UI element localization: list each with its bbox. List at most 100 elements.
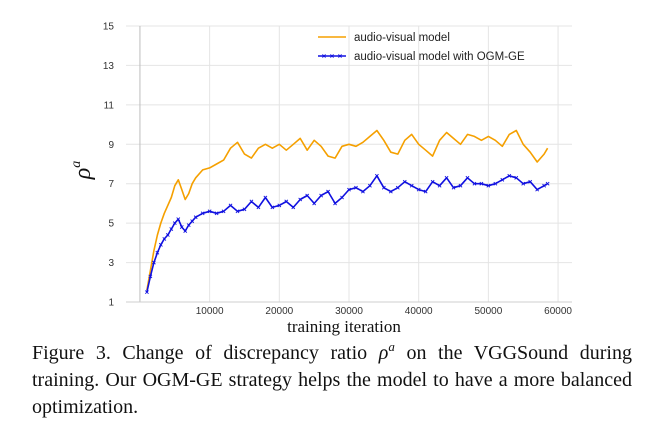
series-2-point — [333, 201, 337, 206]
series-2-point — [347, 187, 351, 192]
caption-suffix: on the VGGSound during training. Our OGM… — [32, 342, 632, 418]
series-2-point — [158, 242, 163, 247]
series-2-point — [395, 185, 400, 190]
caption-rho-superscript: a — [388, 339, 395, 354]
series-2-point — [291, 205, 296, 210]
legend-marker-2 — [322, 54, 326, 58]
series-2-point — [312, 201, 317, 206]
x-tick-label: 30000 — [335, 306, 363, 317]
series-2-point — [298, 197, 303, 202]
figure-caption: Figure 3. Change of discrepancy ratio ρa… — [32, 340, 632, 421]
series-2-point — [535, 187, 540, 192]
series-2-point — [305, 193, 310, 198]
legend-marker-2 — [330, 54, 334, 58]
caption-prefix: Figure 3. Change of discrepancy ratio — [32, 342, 379, 364]
series-2-point — [423, 189, 428, 194]
series-2-point — [402, 179, 407, 184]
series-2-point — [381, 185, 386, 190]
y-tick-label: 15 — [103, 22, 115, 33]
x-axis-label: training iteration — [287, 317, 401, 336]
series-2-point — [200, 211, 205, 216]
series-2-point — [263, 195, 268, 200]
series-2-point — [416, 187, 421, 192]
series-2-point — [361, 189, 365, 194]
y-tick-label: 5 — [108, 219, 114, 230]
x-tick-label: 50000 — [474, 306, 502, 317]
caption-rho: ρ — [378, 342, 389, 364]
series-2-point — [514, 175, 519, 180]
series-2-point — [176, 217, 181, 222]
series-2-point — [277, 203, 282, 208]
series-2-point — [507, 173, 512, 178]
y-tick-label: 1 — [108, 298, 114, 309]
legend-label-1: audio-visual model — [354, 32, 450, 44]
series-2-point — [162, 236, 167, 241]
legend: audio-visual model audio-visual model wit… — [318, 32, 525, 63]
series-2-point — [221, 209, 226, 214]
line-chart: 10000 20000 30000 40000 50000 60000 135791113… — [69, 22, 573, 337]
series-2-point — [528, 179, 533, 184]
series-2-point — [319, 193, 324, 198]
series-2-point — [458, 183, 463, 188]
series-2-point — [193, 215, 198, 220]
y-axis-label: ρa — [69, 161, 96, 181]
series-2-point — [521, 181, 526, 186]
y-tick-label: 9 — [108, 140, 114, 151]
series-2-point — [486, 183, 491, 188]
series-2-point — [444, 175, 449, 180]
series-2-point — [340, 195, 344, 200]
series-2-point — [144, 290, 149, 295]
series-2-point — [183, 229, 188, 233]
series-2-point — [186, 223, 191, 228]
series-lines — [144, 129, 550, 295]
series-2-point — [354, 185, 358, 190]
series-2-point — [472, 181, 477, 186]
series-2-point — [172, 221, 177, 226]
x-tick-label: 10000 — [196, 306, 224, 317]
series-2-point — [367, 183, 372, 188]
series-2-point — [430, 179, 435, 184]
series-2-point — [256, 205, 261, 210]
series-2-point — [493, 181, 498, 186]
y-tick-label: 7 — [108, 179, 114, 190]
y-tick-label: 3 — [108, 258, 114, 269]
series-2-point — [179, 225, 184, 230]
series-2-point — [242, 207, 247, 212]
x-tick-label: 20000 — [265, 306, 293, 317]
series-2-point — [479, 181, 484, 186]
series-2-point — [451, 185, 456, 190]
y-axis-label-symbol: ρ — [70, 168, 96, 181]
series-2-point — [270, 205, 275, 210]
y-tick-label: 11 — [104, 100, 115, 111]
series-2-point — [228, 203, 233, 208]
series-2-point — [326, 189, 331, 194]
series-2-point — [374, 173, 379, 178]
y-axis-label-superscript: a — [69, 161, 84, 168]
series-2-point — [409, 183, 414, 188]
series-2-point — [169, 227, 174, 231]
legend-marker-2 — [338, 54, 342, 58]
series-2-point — [235, 209, 240, 214]
series-2-point — [249, 199, 254, 204]
series-2-point — [437, 183, 442, 188]
y-tick-label: 13 — [103, 61, 115, 72]
series-2-point — [151, 260, 156, 265]
x-tick-label: 40000 — [405, 306, 433, 317]
series-2-point — [284, 199, 289, 204]
series-2-point — [545, 181, 550, 186]
series-line-1 — [146, 129, 549, 291]
series-2-point — [214, 211, 219, 216]
series-2-point — [542, 183, 547, 188]
legend-label-2: audio-visual model with OGM-GE — [354, 51, 525, 63]
series-2-point — [500, 177, 505, 182]
series-2-point — [165, 233, 170, 237]
series-2-point — [207, 209, 212, 214]
series-2-point — [388, 189, 393, 194]
series-2-point — [155, 250, 160, 255]
x-tick-label: 60000 — [544, 306, 572, 317]
series-2-point — [190, 219, 195, 224]
series-2-point — [465, 175, 470, 180]
x-axis-ticks: 10000 20000 30000 40000 50000 60000 — [196, 306, 573, 317]
series-2-point — [148, 274, 153, 279]
